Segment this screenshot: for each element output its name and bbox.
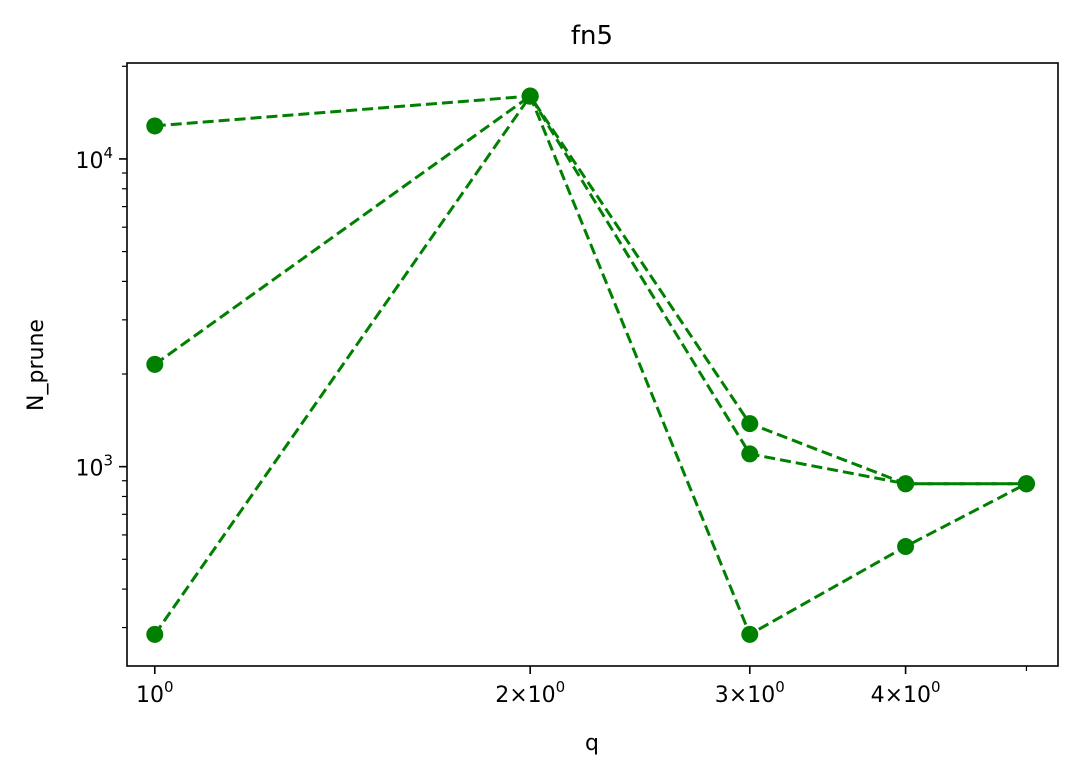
y-axis-label: N_prune bbox=[24, 319, 49, 411]
series-line-0 bbox=[154, 94, 1027, 486]
series-2-point-4 bbox=[1017, 475, 1035, 493]
series-2-point-2 bbox=[741, 625, 759, 643]
series-1-point-0 bbox=[146, 355, 164, 373]
series-0-point-2 bbox=[741, 415, 759, 433]
series-1-point-2 bbox=[741, 445, 759, 463]
axes-layer: 100 2×100 3×100 4×100 103 104 bbox=[75, 65, 1028, 708]
x-tick-label-0: 100 bbox=[136, 678, 174, 708]
x-tick-label-1: 2×100 bbox=[495, 678, 565, 708]
x-tick-label-3: 4×100 bbox=[871, 678, 941, 708]
chart-title: fn5 bbox=[571, 21, 613, 51]
y-tick-label-0: 103 bbox=[75, 452, 113, 482]
series-layer bbox=[146, 87, 1035, 643]
plot-frame bbox=[126, 62, 1059, 667]
series-line-2 bbox=[153, 94, 1028, 636]
series-0-point-0 bbox=[146, 117, 164, 135]
x-axis-label: q bbox=[585, 731, 599, 756]
series-line-1 bbox=[153, 94, 1027, 486]
x-tick-label-2: 3×100 bbox=[715, 678, 785, 708]
series-2-point-1 bbox=[521, 87, 539, 105]
series-1-point-3 bbox=[897, 475, 915, 493]
series-2-point-3 bbox=[897, 538, 915, 556]
series-2-point-0 bbox=[146, 625, 164, 643]
y-tick-label-1: 104 bbox=[75, 144, 113, 174]
